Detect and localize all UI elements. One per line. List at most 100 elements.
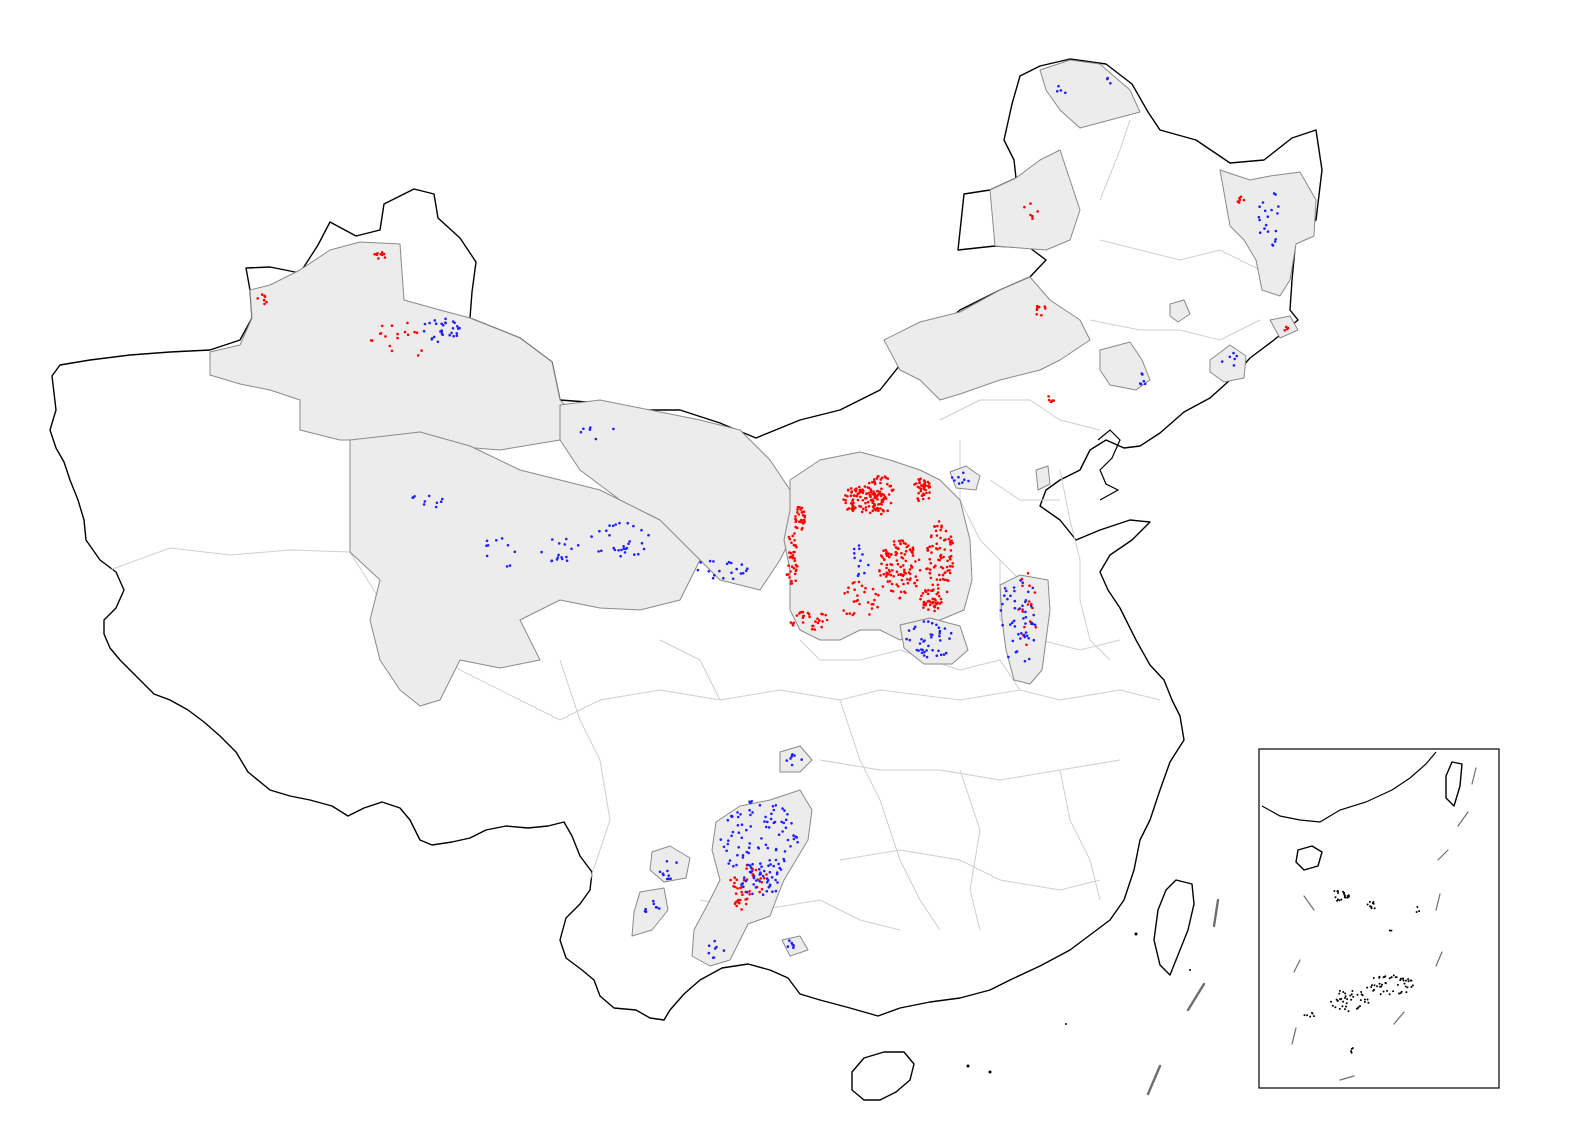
red-point <box>1036 210 1039 213</box>
blue-point <box>444 321 447 325</box>
blue-point <box>749 825 752 828</box>
red-point <box>920 594 923 598</box>
blue-point <box>749 866 753 869</box>
red-point <box>878 490 882 494</box>
red-point <box>938 559 941 562</box>
blue-point <box>957 475 960 479</box>
red-point <box>1035 304 1039 308</box>
red-point <box>873 504 877 507</box>
red-point <box>748 890 751 893</box>
inset-island <box>1360 991 1363 993</box>
red-point <box>888 555 891 559</box>
red-point <box>900 551 903 555</box>
blue-point <box>727 862 730 865</box>
red-point <box>889 589 893 592</box>
red-point <box>933 525 936 528</box>
red-point <box>795 545 798 549</box>
region-xinjiang-south <box>349 431 701 707</box>
region-small-ne-2 <box>1209 344 1247 383</box>
blue-point <box>760 837 763 840</box>
blue-point <box>749 813 752 817</box>
blue-point <box>722 949 726 952</box>
blue-point <box>605 529 608 532</box>
hainan-island <box>851 1051 915 1101</box>
red-point <box>922 600 926 604</box>
blue-point <box>1270 208 1273 212</box>
blue-point <box>791 943 794 946</box>
red-point <box>864 506 868 509</box>
red-point <box>898 596 901 600</box>
inset-island <box>1366 986 1369 989</box>
blue-point <box>1009 594 1012 598</box>
region-hebei-small <box>1035 465 1051 491</box>
inset-island <box>1409 979 1412 982</box>
blue-point <box>1003 587 1007 590</box>
red-point <box>800 610 803 614</box>
red-point <box>868 613 871 616</box>
red-point <box>406 333 410 337</box>
red-point <box>920 494 924 498</box>
red-point <box>885 554 889 557</box>
blue-point <box>485 554 489 558</box>
red-point <box>917 558 921 562</box>
red-point <box>844 494 847 497</box>
blue-point <box>750 800 754 803</box>
blue-point <box>450 331 453 335</box>
red-point <box>802 510 806 513</box>
inset-island <box>1337 892 1339 894</box>
red-point <box>384 335 387 338</box>
blue-point <box>1139 382 1143 386</box>
blue-point <box>742 876 746 879</box>
blue-point <box>441 323 445 327</box>
red-point <box>863 485 867 488</box>
red-point <box>880 562 883 566</box>
inset-island <box>1313 1015 1315 1018</box>
red-point <box>863 590 866 594</box>
blue-point <box>789 757 792 760</box>
blue-point <box>619 554 622 558</box>
blue-point <box>640 541 644 545</box>
blue-point <box>661 872 665 875</box>
blue-point <box>500 537 504 540</box>
blue-point <box>608 524 611 527</box>
red-point <box>1026 572 1030 575</box>
blue-point <box>563 543 567 546</box>
red-point <box>1036 306 1039 310</box>
red-point <box>883 558 886 562</box>
red-point <box>868 494 872 497</box>
red-point <box>949 557 952 561</box>
blue-point <box>1109 81 1112 85</box>
red-point <box>866 500 870 504</box>
blue-point <box>718 569 721 573</box>
blue-point <box>857 564 861 568</box>
blue-point <box>771 890 774 893</box>
red-point <box>420 349 423 352</box>
blue-point <box>1143 382 1147 386</box>
blue-point <box>905 637 908 641</box>
red-point <box>800 511 804 514</box>
inset-island <box>1368 900 1371 903</box>
red-point <box>850 491 853 494</box>
blue-point <box>423 500 427 503</box>
red-point <box>922 606 925 609</box>
red-point <box>915 584 918 588</box>
red-point <box>824 613 827 617</box>
red-point <box>915 578 919 582</box>
inset-island <box>1350 993 1353 996</box>
blue-point <box>620 548 623 552</box>
blue-point <box>853 556 856 560</box>
blue-point <box>1232 351 1235 355</box>
red-point <box>415 331 419 335</box>
blue-point <box>666 869 669 873</box>
inset-island <box>1359 999 1362 1002</box>
red-point <box>870 607 874 610</box>
blue-point <box>1023 659 1027 663</box>
red-point <box>383 256 387 259</box>
blue-point <box>1021 581 1024 584</box>
blue-point <box>751 892 754 896</box>
blue-point <box>1263 227 1266 230</box>
blue-point <box>608 534 611 537</box>
red-point <box>868 511 872 515</box>
blue-point <box>937 649 940 653</box>
